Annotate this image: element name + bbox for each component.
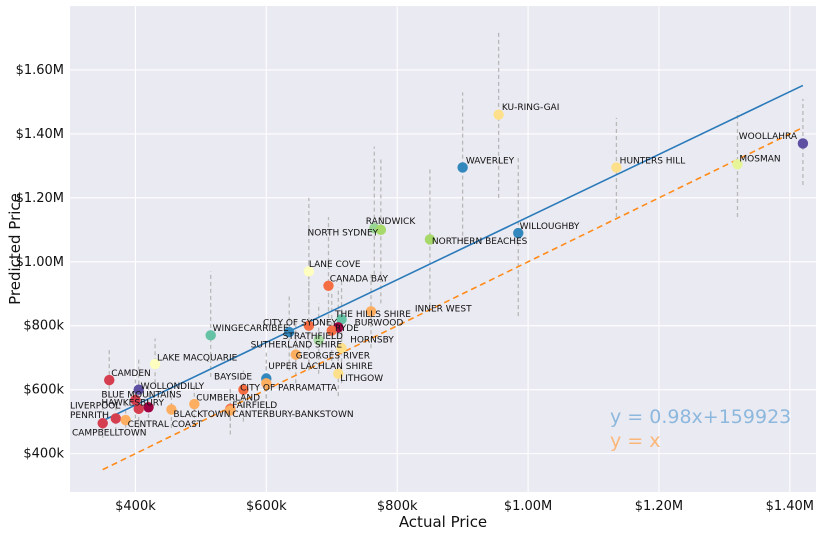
- y-tick-label: $1.20M: [16, 191, 64, 206]
- point-campbelltown: [97, 418, 108, 429]
- label-blue-mountains: BLUE MOUNTAINS: [101, 390, 181, 400]
- x-tick-labels: $400k $600k $800k $1.00M $1.20M $1.40M: [115, 499, 814, 514]
- label-canterbury-bankstown: CANTERBURY-BANKSTOWN: [232, 410, 353, 420]
- label-wingecarribee: WINGECARRIBEE: [213, 324, 289, 334]
- regression-line: [102, 84, 804, 422]
- label-lane-cove: LANE COVE: [309, 260, 361, 270]
- label-the-hills-shire: THE HILLS SHIRE: [334, 310, 411, 320]
- point-labels: KU-RING-GAI WOOLLAHRA WAVERLEY HUNTERS HILL…: [70, 103, 798, 438]
- label-bayside: BAYSIDE: [214, 372, 252, 382]
- label-mosman: MOSMAN: [739, 154, 780, 164]
- point-penrith: [110, 413, 122, 424]
- label-inner-west: INNER WEST: [415, 304, 472, 314]
- label-penrith: PENRITH: [70, 411, 109, 421]
- point-camden: [104, 374, 115, 386]
- label-waverley: WAVERLEY: [466, 156, 515, 166]
- label-campbelltown: CAMPBELLTOWN: [72, 428, 147, 438]
- label-sutherland-shire: SUTHERLAND SHIRE: [251, 340, 343, 350]
- point-bayside: [261, 378, 272, 389]
- point-city-of-sydney: [303, 320, 315, 331]
- label-upper-lachlan-shire: UPPER LACHLAN SHIRE: [268, 362, 373, 372]
- y-tick-labels: $400k $600k $800k $1.00M $1.20M $1.40M $1.60M: [16, 63, 65, 462]
- x-tick-label: $1.20M: [635, 499, 683, 514]
- point-the-hills-shire: [336, 314, 347, 325]
- point-city-of-parramatta: [238, 384, 249, 395]
- point-north-sydney: [375, 224, 387, 236]
- point-hornsby: [336, 342, 347, 354]
- point-northern-beaches: [424, 234, 436, 245]
- x-axis-label: Actual Price: [399, 513, 487, 531]
- point-cumberland: [189, 398, 200, 410]
- label-hawkesbury: HAWKESBURY: [101, 399, 164, 409]
- label-hornsby: HORNSBY: [350, 335, 394, 345]
- point-waverley: [457, 162, 468, 173]
- x-tick-label: $800k: [377, 499, 418, 514]
- label-woollahra: WOOLLAHRA: [739, 132, 798, 142]
- label-northern-beaches: NORTHERN BEACHES: [432, 237, 528, 247]
- y-tick-label: $1.40M: [16, 127, 64, 142]
- point-blacktown: [166, 404, 177, 415]
- plot-background: [70, 6, 816, 492]
- point-canterbury-bankstown: [225, 405, 236, 416]
- data-points: [97, 109, 809, 429]
- point-wingecarribee: [205, 330, 216, 341]
- y-tick-label: $1.60M: [16, 63, 64, 78]
- point-woollahra: [797, 138, 809, 149]
- point-ryde: [326, 325, 337, 336]
- label-georges-river: GEORGES RIVER: [296, 351, 370, 361]
- y-tick-label: $800k: [23, 319, 64, 334]
- label-camden: CAMDEN: [111, 369, 151, 379]
- point-central-coast: [120, 414, 131, 426]
- point-inner-west: [365, 306, 377, 317]
- label-randwick: RANDWICK: [366, 217, 417, 227]
- point-strathfield: [284, 326, 295, 338]
- label-cumberland: CUMBERLAND: [196, 394, 260, 404]
- label-city-of-parramatta: CITY OF PARRAMATTA: [240, 383, 338, 393]
- label-city-of-sydney: CITY OF SYDNEY: [263, 319, 337, 329]
- point-mosman: [732, 159, 743, 170]
- x-tick-label: $1.00M: [504, 499, 552, 514]
- legend-fit-label: y = 0.98x+159923: [610, 406, 791, 428]
- label-lake-macquarie: LAKE MACQUARIE: [157, 353, 238, 363]
- point-liverpool: [133, 403, 144, 415]
- label-blacktown: BLACKTOWN: [173, 410, 230, 420]
- y-tick-label: $400k: [23, 447, 64, 462]
- point-wollondilly: [133, 384, 144, 395]
- point-lithgow: [333, 368, 344, 379]
- point-hunters-hill: [611, 162, 622, 173]
- point-lake-macquarie: [149, 358, 161, 370]
- label-ku-ring-gai: KU-RING-GAI: [502, 103, 559, 113]
- label-liverpool: LIVERPOOL: [70, 402, 120, 412]
- label-wollondilly: WOLLONDILLY: [141, 382, 205, 392]
- y-axis-label: Predicted Price: [6, 193, 24, 305]
- point-ku-ring-gai: [493, 109, 504, 120]
- label-lithgow: LITHGOW: [340, 374, 383, 384]
- y-tick-label: $1.00M: [16, 255, 64, 270]
- label-hunters-hill: HUNTERS HILL: [620, 156, 686, 166]
- point-sutherland-shire: [313, 334, 324, 346]
- label-fairfield: FAIRFIELD: [232, 401, 277, 411]
- label-willoughby: WILLOUGHBY: [520, 222, 580, 232]
- y-tick-label: $600k: [23, 383, 64, 398]
- point-hawkesbury: [143, 402, 154, 413]
- point-blue-mountains: [130, 394, 141, 406]
- label-strathfield: STRATHFIELD: [283, 332, 343, 342]
- x-tick-label: $1.40M: [766, 499, 814, 514]
- point-canada-bay: [323, 280, 334, 291]
- label-ryde: RYDE: [335, 324, 359, 334]
- legend-identity-label: y = x: [610, 430, 661, 452]
- point-willoughby: [513, 227, 524, 239]
- point-lane-cove: [303, 266, 315, 277]
- label-canada-bay: CANADA BAY: [330, 275, 389, 285]
- x-tick-label: $400k: [115, 499, 156, 514]
- label-burwood: BURWOOD: [355, 319, 404, 329]
- point-georges-river: [290, 349, 301, 360]
- x-tick-label: $600k: [246, 499, 287, 514]
- label-north-sydney: NORTH SYDNEY: [308, 229, 379, 239]
- label-central-coast: CENTRAL COAST: [128, 420, 203, 430]
